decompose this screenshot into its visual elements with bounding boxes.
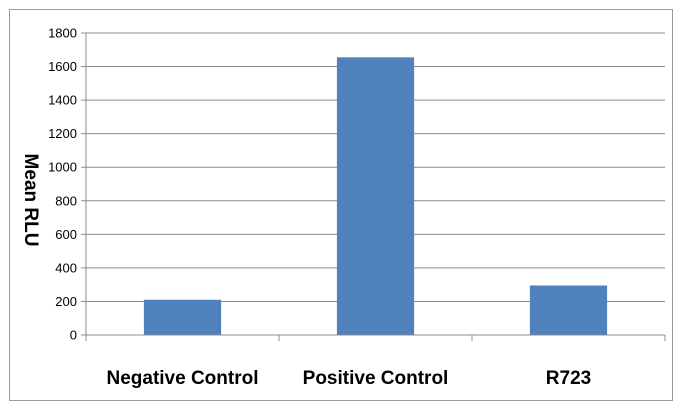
bar-positive-control	[336, 57, 415, 335]
bars	[143, 57, 608, 335]
y-tick-label: 1000	[48, 160, 77, 175]
y-tick-label: 1400	[48, 93, 77, 108]
x-tick-label: R723	[546, 368, 591, 389]
bar-r723	[529, 285, 608, 335]
y-axis-title: Mean RLU	[20, 154, 41, 247]
y-tick-label: 800	[55, 193, 77, 208]
y-tick-label: 1800	[48, 26, 77, 41]
y-tick-label: 600	[55, 227, 77, 242]
labels: 0 200 400 600 800 1000 1200 1400 1600 1800 Negativ…	[48, 26, 591, 390]
y-tick-label: 400	[55, 260, 77, 275]
y-tick-label: 0	[70, 328, 77, 343]
y-tick-label: 1600	[48, 59, 77, 74]
axes	[81, 32, 666, 341]
bar-negative-control	[143, 299, 222, 335]
y-tick-label: 1200	[48, 126, 77, 141]
x-tick-label: Negative Control	[106, 368, 258, 389]
x-tick-label: Positive Control	[303, 368, 449, 389]
y-tick-label: 200	[55, 294, 77, 309]
